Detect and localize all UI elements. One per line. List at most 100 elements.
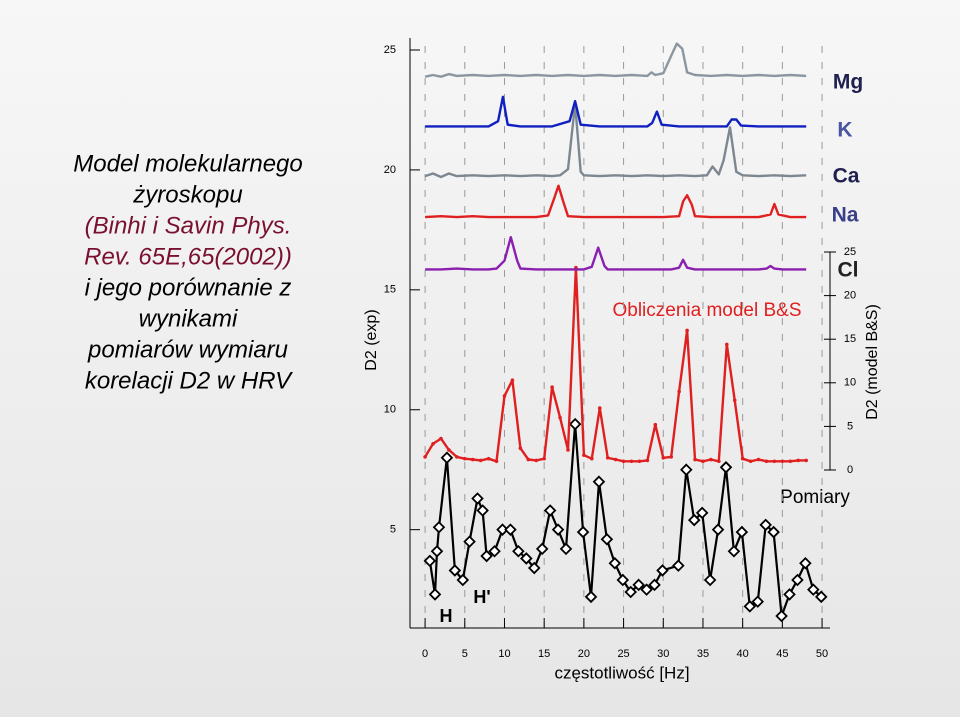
marker	[629, 459, 634, 464]
series-label: Ca	[833, 165, 860, 188]
marker	[748, 459, 753, 464]
x-tick-label: 50	[816, 648, 828, 660]
marker	[613, 457, 618, 462]
marker	[814, 590, 828, 604]
series-label: Pomiary	[780, 487, 850, 508]
marker	[470, 457, 475, 462]
x-tick-label: 35	[697, 648, 709, 660]
annotation: H	[440, 606, 453, 626]
marker	[597, 406, 602, 410]
marker	[448, 564, 462, 577]
marker	[496, 523, 509, 536]
marker	[428, 588, 442, 601]
description: Model molekularnego żyroskopu (Binhi i Sav…	[73, 150, 302, 394]
marker	[624, 585, 637, 599]
marker	[504, 523, 517, 536]
marker	[576, 525, 590, 539]
description-line: pomiarów wymiaru	[87, 336, 288, 363]
marker	[478, 458, 483, 463]
marker	[551, 523, 565, 536]
marker	[656, 564, 669, 577]
marker	[471, 492, 484, 505]
marker	[783, 588, 796, 601]
marker	[476, 504, 489, 517]
y2-tick-label: 20	[844, 290, 856, 302]
x-tick-label: 45	[776, 648, 788, 660]
marker	[605, 455, 610, 460]
series-line	[425, 95, 807, 128]
marker	[653, 422, 658, 427]
marker	[632, 578, 645, 592]
y2-tick-label: 0	[847, 464, 853, 476]
marker	[518, 446, 523, 451]
description-line: Model molekularnego	[73, 150, 302, 177]
marker	[439, 436, 443, 441]
description-line: wynikami	[139, 305, 238, 332]
marker	[685, 328, 689, 333]
marker	[719, 461, 733, 474]
marker	[751, 595, 765, 608]
y2-tick-label: 15	[844, 333, 856, 345]
marker	[680, 463, 693, 476]
marker	[488, 544, 501, 558]
marker	[600, 532, 614, 546]
marker	[711, 523, 725, 536]
marker	[550, 385, 554, 389]
marker	[463, 535, 476, 548]
marker	[775, 609, 788, 623]
marker	[502, 394, 507, 398]
marker	[584, 590, 598, 604]
marker	[534, 458, 539, 463]
x-tick-label: 40	[737, 648, 749, 660]
x-tick-label: 20	[578, 648, 590, 660]
marker	[687, 513, 701, 527]
marker	[582, 453, 586, 457]
marker	[510, 378, 515, 382]
marker	[447, 448, 451, 452]
x-tick-label: 25	[617, 648, 629, 660]
marker	[693, 457, 697, 462]
series-label: Mg	[833, 71, 863, 94]
series-line	[425, 184, 807, 219]
marker	[535, 542, 549, 556]
y-tick-label: 10	[384, 404, 396, 416]
series-line	[424, 42, 807, 78]
marker	[695, 506, 709, 520]
marker	[743, 600, 757, 613]
marker	[759, 518, 772, 532]
marker	[637, 459, 642, 464]
marker	[717, 459, 721, 464]
y2-tick-label: 25	[844, 246, 856, 258]
marker	[672, 559, 685, 572]
marker	[559, 542, 573, 556]
marker	[669, 455, 674, 459]
marker	[542, 456, 546, 461]
marker	[703, 573, 717, 587]
series-label: Cl	[838, 259, 859, 282]
description-line: korelacji D2 w HRV	[85, 367, 293, 394]
y-tick-label: 15	[384, 284, 396, 296]
x-tick-label: 15	[538, 648, 550, 660]
marker	[709, 457, 713, 462]
y2-tick-label: 5	[847, 420, 853, 432]
y-tick-label: 5	[390, 524, 396, 536]
marker	[621, 459, 626, 464]
marker	[590, 456, 594, 461]
marker	[568, 417, 582, 431]
marker	[727, 544, 741, 558]
series-line	[424, 102, 807, 179]
description-line: żyroskopu	[132, 181, 242, 208]
marker	[480, 549, 493, 563]
marker	[512, 544, 525, 558]
marker	[677, 389, 681, 394]
y2-tick-label: 10	[844, 377, 856, 389]
series-line	[425, 236, 807, 271]
marker	[423, 554, 437, 568]
description-line: Rev. 65E,65(2002))	[84, 243, 292, 270]
marker	[780, 459, 785, 464]
marker	[740, 456, 745, 461]
marker	[799, 556, 812, 570]
y-tick-label: 20	[384, 164, 396, 176]
